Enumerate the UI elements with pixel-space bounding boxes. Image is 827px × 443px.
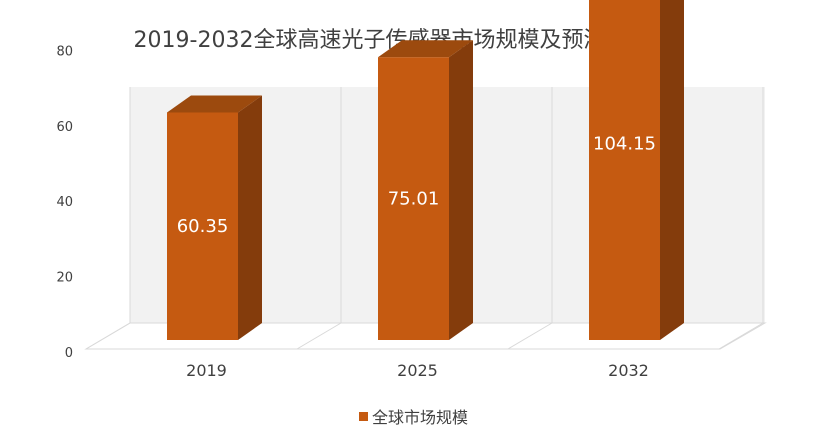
data-label: 75.01 <box>388 189 440 210</box>
bar-front <box>167 112 238 340</box>
bar: 104.15 <box>589 0 684 341</box>
floor-gridline <box>85 322 131 350</box>
y-tick-label: 60 <box>56 120 73 135</box>
bar: 75.01 <box>378 40 473 340</box>
x-tick-label: 2032 <box>608 361 649 380</box>
bar-front <box>378 57 449 340</box>
floor-gridline <box>296 322 342 350</box>
x-tick-label: 2025 <box>397 361 438 380</box>
bar-top <box>167 95 262 113</box>
y-tick-label: 40 <box>56 195 73 210</box>
bar-top <box>378 40 473 58</box>
bar: 60.35 <box>167 95 262 340</box>
x-tick-label: 2019 <box>186 361 227 380</box>
y-tick-label: 80 <box>56 44 73 59</box>
data-label: 60.35 <box>177 216 229 237</box>
y-tick-label: 0 <box>65 346 73 361</box>
legend: 全球市场规模 <box>0 404 827 428</box>
bar-front <box>589 0 660 341</box>
bar-side <box>660 0 684 340</box>
floor-gridline <box>718 322 764 350</box>
data-label: 104.15 <box>593 134 656 155</box>
bar-side <box>449 40 473 340</box>
legend-label: 全球市场规模 <box>371 408 468 427</box>
legend-swatch <box>358 411 368 421</box>
y-tick-label: 20 <box>56 271 73 286</box>
bar-side <box>238 95 262 340</box>
floor-gridline <box>507 322 553 350</box>
